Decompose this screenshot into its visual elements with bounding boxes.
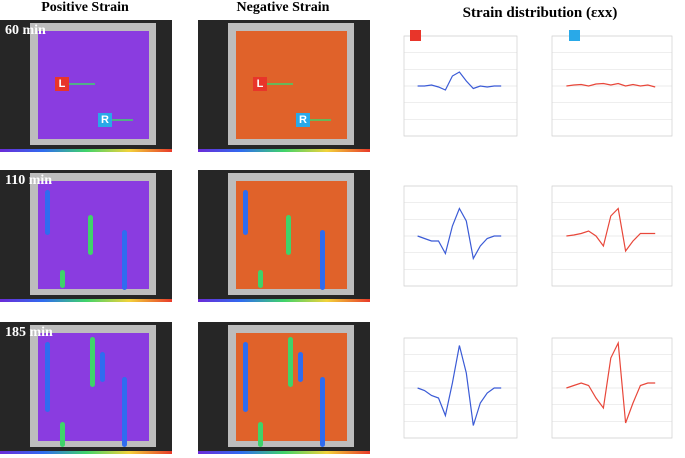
specimen: [236, 31, 347, 139]
strain-streak: [258, 270, 263, 288]
strain-curve: [566, 82, 656, 88]
legend-swatch: [410, 30, 421, 41]
strain-streak: [258, 422, 263, 447]
strain-streak: [298, 352, 303, 382]
color-bar: [0, 451, 172, 454]
plot-frame: [551, 185, 673, 287]
color-bar: [198, 149, 370, 152]
strain-curve: [417, 207, 502, 261]
strain-curve: [417, 345, 502, 426]
plot-frame: [403, 35, 518, 137]
strain-streak: [45, 190, 50, 235]
chart-bg: [392, 330, 527, 450]
strain-streak: [88, 215, 93, 255]
color-bar: [0, 299, 172, 302]
plot-frame: [403, 185, 518, 287]
legend-swatch: [569, 30, 580, 41]
strain-streak: [90, 337, 95, 387]
chart-bg: [392, 28, 527, 148]
marker-l: [253, 77, 267, 91]
header-positive: Positive Strain: [41, 0, 129, 15]
strain-curve: [566, 207, 656, 253]
specimen: [38, 31, 149, 139]
marker-r: [296, 113, 310, 127]
header-negative: Negative Strain: [237, 0, 330, 15]
color-bar: [0, 149, 172, 152]
time-label: 110 min: [5, 173, 52, 188]
strain-streak: [320, 377, 325, 447]
chart-bg: [540, 330, 682, 450]
plot-frame: [551, 35, 673, 137]
color-bar: [198, 299, 370, 302]
strain-streak: [100, 352, 105, 382]
marker-r: [98, 113, 112, 127]
marker-r-label: R: [299, 114, 307, 126]
strain-curve: [566, 340, 656, 424]
plot-frame: [551, 337, 673, 439]
marker-r-label: R: [101, 114, 109, 126]
strain-streak: [288, 337, 293, 387]
marker-l-label: L: [59, 78, 66, 90]
strain-streak: [122, 230, 127, 290]
color-bar: [198, 451, 370, 454]
strain-streak: [320, 230, 325, 290]
strain-streak: [60, 270, 65, 288]
strain-streak: [243, 342, 248, 412]
chart-bg: [540, 178, 682, 298]
specimen: [236, 181, 347, 289]
strain-streak: [286, 215, 291, 255]
specimen: [38, 181, 149, 289]
time-label: 60 min: [5, 23, 46, 38]
chart-bg: [540, 28, 682, 148]
marker-l: [55, 77, 69, 91]
time-label: 185 min: [5, 325, 53, 340]
marker-l-label: L: [257, 78, 264, 90]
strain-curve: [417, 71, 502, 91]
plot-frame: [403, 337, 518, 439]
strain-streak: [243, 190, 248, 235]
header-distribution: Strain distribution (εxx): [463, 5, 618, 21]
strain-streak: [60, 422, 65, 447]
strain-streak: [122, 377, 127, 447]
chart-bg: [392, 178, 527, 298]
strain-streak: [45, 342, 50, 412]
